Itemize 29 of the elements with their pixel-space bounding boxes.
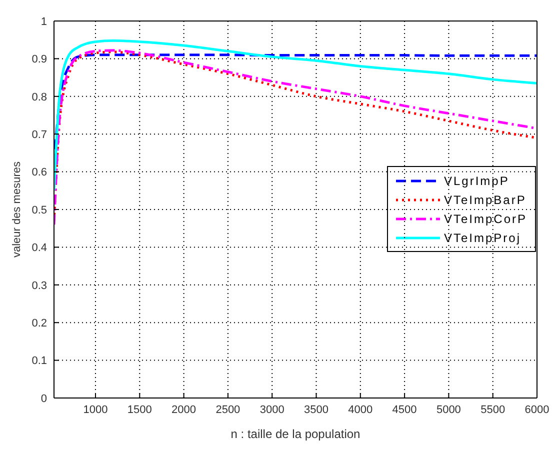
x-tick-label: 4000 xyxy=(348,404,373,416)
legend-label: VTeImpProj xyxy=(444,230,521,244)
line-series xyxy=(54,39,537,192)
y-tick-label: 0.8 xyxy=(32,91,47,104)
y-axis-title: valeur des mesures xyxy=(10,161,23,258)
y-tick-label: 0.9 xyxy=(32,54,47,66)
legend-label: VTeImpBarP xyxy=(444,192,526,206)
y-tick-label: 0.3 xyxy=(32,280,47,292)
y-tick-label: 1 xyxy=(40,16,47,28)
x-tick-label: 2500 xyxy=(216,404,240,416)
x-tick-label: 3000 xyxy=(260,404,284,416)
y-tick-label: 0.1 xyxy=(32,355,47,368)
x-tick-label: 1000 xyxy=(83,404,108,416)
y-tick-label: 0.4 xyxy=(32,242,47,254)
x-tick-label: 5000 xyxy=(436,404,461,416)
x-tick-label: 2000 xyxy=(172,404,196,416)
y-tick-label: 0 xyxy=(40,392,47,405)
x-tick-label: 6000 xyxy=(524,404,550,416)
x-tick-label: 4500 xyxy=(392,404,417,416)
x-tick-label: 1500 xyxy=(127,404,152,416)
y-tick-label: 0.6 xyxy=(32,166,47,179)
y-tick-label: 0.7 xyxy=(32,129,47,142)
x-axis-title: n : taille de la population xyxy=(230,427,360,441)
legend-label: VTeImpCorP xyxy=(444,212,527,226)
legend-label: VLgrImpP xyxy=(444,174,510,188)
y-tick-label: 0.2 xyxy=(32,318,47,330)
y-tick-label: 0.5 xyxy=(32,204,47,216)
x-tick-label: 5500 xyxy=(480,404,506,416)
x-tick-label: 3500 xyxy=(304,404,328,416)
